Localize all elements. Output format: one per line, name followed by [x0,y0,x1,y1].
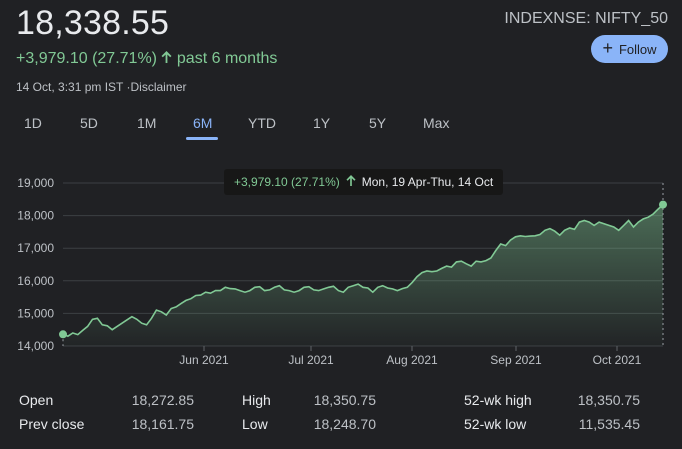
tab-1m[interactable]: 1M [137,115,157,131]
follow-button[interactable]: + Follow [591,35,668,63]
tab-1y[interactable]: 1Y [313,115,331,131]
change-value: +3,979.10 (27.71%) [16,50,157,67]
follow-label: Follow [618,41,657,57]
tooltip-change: +3,979.10 (27.71%) [234,175,340,189]
arrow-up-icon [161,50,172,68]
x-tick-label: Oct 2021 [593,353,642,367]
stat-value-open: 18,272.85 [131,392,194,408]
y-tick-label: 14,000 [17,339,54,353]
x-tick-label: Aug 2021 [386,353,438,367]
tab-max[interactable]: Max [423,115,450,131]
x-tick-label: Sep 2021 [490,353,542,367]
stat-label-low: Low [242,416,268,432]
tab-5y[interactable]: 5Y [369,115,387,131]
tooltip-date-range: Mon, 19 Apr-Thu, 14 Oct [361,175,494,189]
y-tick-label: 15,000 [17,306,54,320]
tab-1d[interactable]: 1D [24,115,42,131]
tab-5d[interactable]: 5D [80,115,98,131]
stat-value-high: 18,350.75 [313,392,376,408]
ticker-symbol: INDEXNSE: NIFTY_50 [504,10,668,27]
price-change: +3,979.10 (27.71%) past 6 months [16,50,277,68]
range-tabs: 1D 5D 1M 6M YTD 1Y 5Y Max [0,115,682,145]
y-tick-label: 16,000 [17,274,54,288]
y-tick-label: 19,000 [17,176,54,190]
range-start-point[interactable] [59,330,67,339]
stat-value-52wk-low: 11,535.45 [578,416,640,432]
tab-6m[interactable]: 6M [193,115,213,131]
stat-label-prev-close: Prev close [19,416,85,432]
stat-label-52wk-low: 52-wk low [464,416,527,432]
stat-label-high: High [242,392,271,408]
stat-label-52wk-high: 52-wk high [464,392,532,408]
price-chart[interactable]: 19,000 18,000 17,000 16,000 15,000 14,000 Jun… [0,160,682,375]
stat-value-prev-close: 18,161.75 [131,416,194,432]
stat-value-low: 18,248.70 [313,416,376,432]
change-period: past 6 months [176,50,278,67]
current-price: 18,338.55 [16,4,170,42]
stat-label-open: Open [19,392,54,408]
price-line [62,204,664,338]
price-area [63,204,663,346]
stat-value-52wk-high: 18,350.75 [577,392,640,408]
range-end-point[interactable] [659,200,667,209]
y-tick-label: 18,000 [17,209,54,223]
x-tick-label: Jun 2021 [179,353,229,367]
tab-ytd[interactable]: YTD [248,115,276,131]
quote-timestamp: 14 Oct, 3:31 pm IST ·Disclaimer [16,80,187,94]
x-tick-label: Jul 2021 [288,353,334,367]
y-tick-label: 17,000 [17,241,54,255]
arrow-up-icon [346,175,356,189]
range-tooltip: +3,979.10 (27.71%) Mon, 19 Apr-Thu, 14 O… [224,169,504,195]
plus-icon: + [602,38,613,58]
active-tab-indicator [186,137,218,140]
